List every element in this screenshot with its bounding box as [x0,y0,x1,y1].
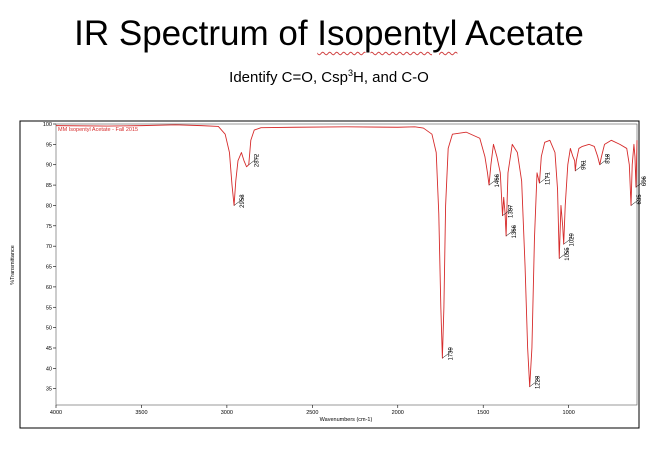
title-text-end: Acetate [457,14,584,53]
y-tick-label: 100 [43,122,52,128]
y-tick-label: 55 [46,305,52,311]
peak-label: 1055 [565,247,571,261]
chart-frame [19,120,640,429]
peak-leader-line [488,175,498,186]
peak-leader-line [599,154,608,165]
y-tick-label: 75 [46,224,52,230]
slide-title: IR Spectrum of Isopentyl Acetate [0,12,658,56]
y-axis-title: %Transmittance [10,245,16,285]
peak-leader-line [505,225,515,237]
x-axis: 4000 3500 3000 2500 2000 1500 1000 [50,405,575,416]
peak-label: 2872 [255,153,261,167]
y-tick-label: 70 [46,244,52,250]
peak-label: 818 [606,153,612,164]
y-tick-label: 50 [46,326,52,332]
x-tick-label: 1500 [477,410,489,416]
peak-label: 635 [637,194,643,205]
slide-subtitle: Identify C=O, Csp3H, and C-O [0,64,658,87]
peak-label: 961 [581,159,587,170]
peak-annotations: 2958 2872 1739 1466 1387 1366 1228 1171 10551029… [233,153,648,389]
peak-label: 1029 [570,232,576,246]
series-layer [55,124,638,388]
spectrum-line [55,124,638,388]
legend-label: MM Isopentyl Acetate - Fall 2015 [58,127,138,133]
peak-leader-line [539,173,548,184]
y-axis: 100 95 90 85 80 75 70 65 60 55 50 45 40 35 [43,122,56,393]
peak-label: 1387 [509,204,515,218]
peak-leader-line [635,177,645,188]
peak-label: 1739 [448,347,454,361]
x-tick-label: 1000 [563,410,575,416]
y-tick-label: 65 [46,265,52,271]
y-tick-label: 80 [46,203,52,209]
peak-leader-line [248,154,258,165]
y-tick-label: 35 [46,387,52,393]
subtitle-text-end: H, and C-O [352,69,429,86]
x-tick-label: 2000 [392,410,404,416]
x-axis-title: Wavenumbers (cm-1) [320,417,373,423]
peak-leader-line [502,205,511,216]
title-text-isopentyl: Isopentyl [317,14,458,53]
x-tick-label: 2500 [306,410,318,416]
peak-leader-line [630,195,640,206]
y-tick-label: 95 [46,142,52,148]
y-tick-label: 60 [46,285,52,291]
x-tick-label: 4000 [50,410,62,416]
peak-label: 2958 [240,194,246,208]
peak-leader-line [575,160,584,172]
x-tick-label: 3000 [221,410,233,416]
peak-leader-line [529,376,538,387]
peak-label: 1171 [545,171,551,185]
y-tick-label: 85 [46,183,52,189]
y-tick-label: 40 [46,366,52,372]
peak-leader-line [233,195,243,206]
subtitle-superscript: 3 [347,68,353,78]
peak-label: 1466 [495,173,501,187]
peak-label: 1228 [536,375,542,389]
subtitle-text-start: Identify C=O, Csp [229,69,348,86]
peak-label: 1366 [512,224,518,238]
peak-label: 606 [642,175,648,186]
y-tick-label: 90 [46,163,52,169]
peak-leader-line [442,348,451,359]
title-text-start: IR Spectrum of [74,14,318,53]
peak-leader-line [559,248,568,259]
x-tick-label: 3500 [135,410,147,416]
plot-area [55,123,638,406]
peak-leader-line [563,234,572,245]
y-tick-label: 45 [46,346,52,352]
